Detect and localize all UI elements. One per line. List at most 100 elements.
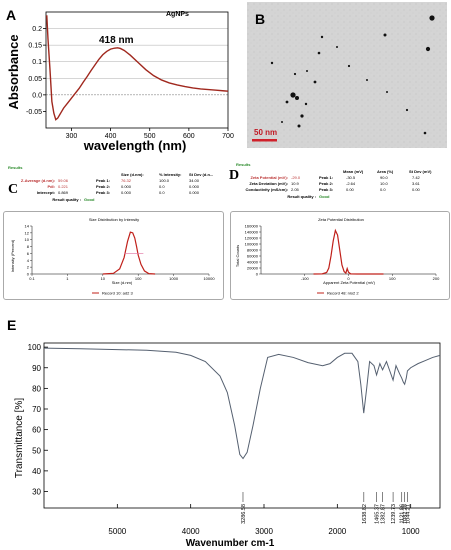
peak3-intensity: 0.0 (159, 190, 165, 195)
zeta-plot-frame: Zeta Potential Distribution Total Counts… (230, 211, 450, 300)
peak3-stdev: 0.000 (189, 190, 200, 195)
y-tick-label: 70 (32, 405, 41, 414)
nanoparticle (293, 72, 297, 76)
scale-bar (252, 139, 277, 142)
nanoparticle (304, 102, 308, 106)
zeta-results-heading: Results (236, 162, 251, 167)
nanoparticle (270, 61, 274, 65)
nanoparticle (336, 46, 338, 48)
y-tick-label: 0 (27, 272, 30, 277)
nanoparticle (317, 51, 321, 55)
x-tick-label: 1000 (402, 527, 420, 536)
zeta-peak2-mean: -2.64 (346, 181, 356, 186)
y-tick-label: 0.2 (32, 26, 42, 33)
peak1-stdev: 34.00 (189, 178, 200, 183)
y-tick-label: -0.05 (26, 109, 42, 116)
ftir-x-label: Wavenumber cm-1 (186, 538, 275, 549)
col-zeta-stdev: St Dev (mV) (409, 169, 432, 174)
panel-letter-d: D (229, 168, 240, 183)
dls-y-label: Intensity (Percent) (10, 239, 15, 272)
peak-label: 1044.21 (405, 504, 411, 524)
nanoparticle (429, 15, 435, 21)
nanoparticle (295, 96, 299, 100)
peak-label: 1239.73 (391, 504, 397, 524)
nanoparticle (425, 46, 431, 52)
zeta-legend-text: Record 48: nio2 2 (327, 291, 359, 296)
uv-vis-chart: A Absorbance wavelength (nm) AgNPs 418 n… (6, 7, 234, 153)
panel-letter-c: C (8, 182, 19, 197)
y-tick-label: 20000 (247, 266, 259, 271)
x-tick-label: 200 (433, 276, 440, 281)
y-tick-label: 6 (27, 251, 30, 256)
x-tick-label: 300 (66, 133, 78, 140)
panel-letter-e: E (7, 317, 16, 333)
panel-letter-a: A (6, 7, 16, 23)
peak1-label: Peak 1: (96, 178, 111, 183)
result-quality-label: Result quality : (52, 197, 81, 202)
peak2-size: 0.000 (121, 184, 132, 189)
nanoparticle (281, 121, 283, 123)
y-tick-label: 12 (25, 230, 30, 235)
x-tick-label: 100 (389, 276, 396, 281)
dls-results-table: Results Size (d.nm): % Intensity: St Dev… (8, 165, 233, 203)
y-tick-label: 100000 (245, 242, 259, 247)
x-tick-label: 3000 (255, 527, 273, 536)
dls-x-label: Size (d.nm) (112, 280, 133, 285)
x-tick-label: 2000 (328, 527, 346, 536)
peak3-size: 0.000 (121, 190, 132, 195)
zeta-deviation-value: 10.9 (291, 181, 299, 186)
peak2-label: Peak 2: (96, 184, 111, 189)
conductivity-value: 2.05 (291, 187, 299, 192)
ftir-chart: E Transmittance [%] Wavenumber cm-1 30 40… (7, 317, 441, 549)
x-tick-label: 5000 (108, 527, 126, 536)
peak-annotation: 418 nm (99, 35, 134, 46)
col-mean: Mean (mV) (343, 169, 364, 174)
pdi-value: 0.221 (58, 184, 69, 189)
nanoparticles (270, 15, 435, 135)
col-stdev: St Dev (d.n... (189, 172, 214, 177)
scale-bar-label: 50 nm (254, 128, 277, 137)
x-tick-label: 1 (66, 276, 69, 281)
y-tick-label: 14 (25, 224, 30, 229)
y-tick-label: 10 (25, 237, 30, 242)
transmittance-curve (43, 347, 441, 460)
peak2-stdev: 0.000 (189, 184, 200, 189)
zeta-rq-label: Result quality : (287, 194, 316, 199)
nanoparticle (366, 79, 368, 81)
z-average-value: 59.06 (58, 178, 69, 183)
plot-frame (43, 342, 441, 509)
ftir-y-label: Transmittance [%] (14, 398, 25, 478)
y-tick-label: 90 (32, 364, 41, 373)
y-tick-label: 0.05 (28, 76, 42, 83)
tem-background (247, 2, 447, 148)
zeta-potential-label: Zeta Potential (mV): (250, 175, 288, 180)
zeta-y-label: Total Counts (235, 245, 240, 267)
results-heading: Results (8, 165, 23, 170)
pdi-label: PdI: (47, 184, 55, 189)
peak1-intensity: 100.0 (159, 178, 170, 183)
nanoparticle (290, 92, 296, 98)
y-tick-label: 80000 (247, 248, 259, 253)
y-tick-label: 30 (32, 488, 41, 497)
y-tick-label: 40 (32, 467, 41, 476)
x-tick-label: 4000 (182, 527, 200, 536)
y-tick-label: 100 (28, 343, 42, 352)
x-tick-label: -100 (301, 276, 310, 281)
intercept-label: Intercept: (36, 190, 55, 195)
peak1-size: 76.32 (121, 178, 132, 183)
y-tick-label: 0.1 (32, 59, 42, 66)
peak-label: 1121.86 (400, 504, 406, 523)
dls-chart-title: Size Distribution by Intensity (89, 217, 139, 222)
x-tick-label: 100 (135, 276, 142, 281)
y-tick-label: 0.15 (28, 43, 42, 50)
zeta-x-label: Apparent Zeta Potential (mV) (323, 280, 375, 285)
zeta-peak3-area: 0.0 (380, 187, 386, 192)
y-tick-label: 2 (27, 265, 30, 270)
x-tick-label: 600 (183, 133, 195, 140)
nanoparticle (386, 91, 388, 93)
y-tick-label: 120000 (245, 236, 259, 241)
x-axis-title: wavelength (nm) (83, 138, 187, 153)
y-tick-label: 140000 (245, 230, 259, 235)
x-tick-label: 400 (105, 133, 117, 140)
zeta-peak1-stdev: 7.42 (412, 175, 420, 180)
